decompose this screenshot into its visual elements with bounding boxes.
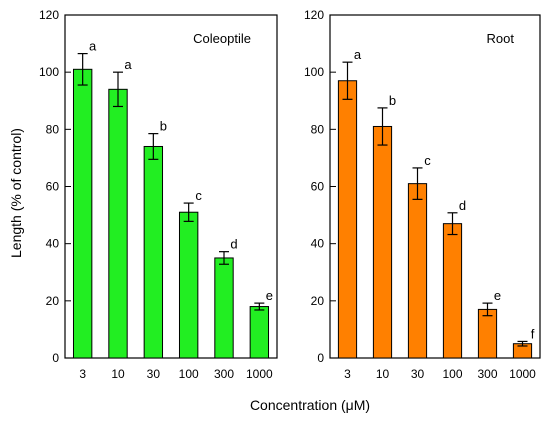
- panels: 020406080100120a3a10b30c100d300e1000Cole…: [39, 8, 541, 381]
- bar-10: [108, 88, 128, 359]
- significance-letter: c: [195, 188, 202, 203]
- panel-0: 0 20 40 60 80 100 120 a 3 a 10 b 30 c 100 d 300 e 1000 Cole…: [39, 8, 278, 381]
- bar-100: [178, 211, 199, 359]
- x-tick-label: 30: [411, 367, 425, 381]
- y-tick-label: 80: [311, 122, 325, 136]
- x-tick-label: 10: [376, 367, 390, 381]
- bar-1000: [249, 306, 270, 359]
- x-tick-label: 100: [442, 367, 462, 381]
- significance-letter: a: [124, 57, 132, 72]
- significance-letter: a: [89, 39, 97, 54]
- y-tick-label: 120: [39, 8, 59, 22]
- significance-letter: f: [531, 326, 535, 341]
- bar-30: [143, 145, 164, 359]
- bar-10: [372, 125, 393, 359]
- bar-300: [214, 257, 234, 359]
- bar-100: [442, 223, 463, 359]
- y-tick-label: 60: [46, 180, 60, 194]
- y-tick-label: 0: [52, 351, 59, 365]
- x-tick-label: 1000: [246, 367, 273, 381]
- bar-3: [337, 80, 358, 359]
- x-axis-title: Concentration (μM): [250, 397, 370, 413]
- bar-3: [72, 68, 93, 359]
- y-tick-label: 80: [46, 122, 60, 136]
- y-tick-label: 40: [311, 237, 325, 251]
- y-tick-label: 100: [304, 65, 324, 79]
- y-axis-title: Length (% of control): [8, 128, 24, 258]
- significance-letter: d: [459, 198, 466, 213]
- x-tick-label: 3: [344, 367, 351, 381]
- x-tick-label: 10: [111, 367, 125, 381]
- y-tick-label: 120: [304, 8, 324, 22]
- significance-letter: c: [424, 153, 431, 168]
- significance-letter: b: [389, 93, 396, 108]
- panel-1: 0 20 40 60 80 100 120 a 3 b 10 c 30 d 100 e 300 f 1000 Root: [304, 8, 541, 381]
- y-tick-label: 0: [317, 351, 324, 365]
- significance-letter: a: [354, 47, 362, 62]
- significance-letter: e: [494, 288, 501, 303]
- x-tick-label: 100: [179, 367, 199, 381]
- x-tick-label: 3: [79, 367, 86, 381]
- bar-30: [407, 183, 428, 359]
- plot-frame: [329, 14, 541, 359]
- significance-letter: e: [266, 288, 273, 303]
- significance-letter: d: [230, 237, 237, 252]
- plot-frame: [64, 14, 278, 359]
- x-tick-label: 300: [214, 367, 234, 381]
- y-tick-label: 20: [311, 294, 325, 308]
- x-tick-label: 1000: [509, 367, 536, 381]
- x-tick-label: 30: [147, 367, 161, 381]
- bar-300: [477, 308, 498, 359]
- panel-title: Coleoptile: [193, 31, 251, 46]
- x-tick-label: 300: [477, 367, 497, 381]
- y-tick-label: 100: [39, 65, 59, 79]
- y-tick-label: 60: [311, 180, 325, 194]
- y-tick-label: 20: [46, 294, 60, 308]
- y-tick-label: 40: [46, 237, 60, 251]
- significance-letter: b: [160, 119, 167, 134]
- panel-title: Root: [487, 31, 515, 46]
